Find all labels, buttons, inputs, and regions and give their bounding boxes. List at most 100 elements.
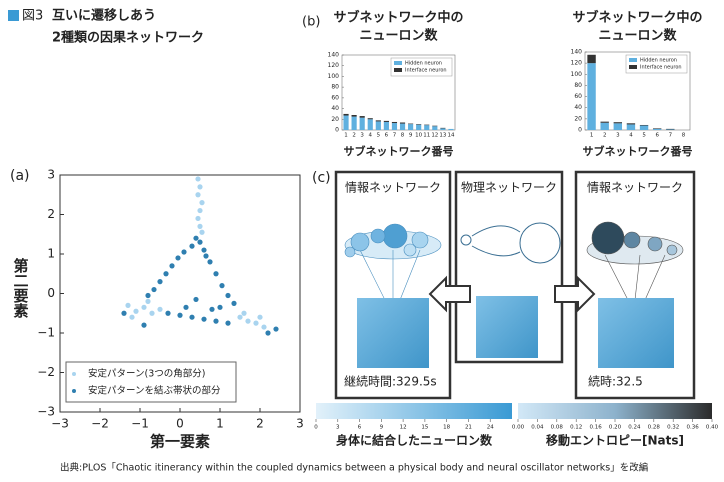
bar [399,122,406,124]
x-axis-label: サブネットワーク番号 [344,144,454,158]
network-right [586,221,684,301]
point [231,300,237,306]
chart-title: ニューロン数 [598,28,677,44]
colorbar-tick-label: 0 [314,425,318,431]
y-tick-label: 120 [571,60,583,67]
bar [408,124,414,130]
legend-label: 安定パターン(3つの角部分) [88,368,205,380]
point [175,255,181,261]
y-tick-label: 140 [328,52,340,59]
figure-marker [8,10,19,21]
source: 出典:PLOS「Chaotic itinerancy within the co… [60,462,648,474]
x-tick-label: 3 [616,133,620,139]
x-tick-label: 4 [629,133,633,139]
point [129,314,135,320]
colorbar-tick-label: 0.40 [706,425,719,431]
point [261,324,267,330]
point [201,247,207,253]
y-tick-label: 1 [47,247,55,261]
panel-label: (a) [10,168,30,184]
point [189,314,195,320]
x-tick-label: 0 [176,417,184,431]
legend-swatch [629,58,637,62]
y-tick-label: 100 [571,71,583,78]
legend-marker [72,372,76,376]
network-left [344,223,442,301]
y-axis-label: 第二要素 [12,257,30,319]
y-tick-label: 40 [574,104,582,111]
y-tick-label: −1 [37,326,55,340]
x-tick-label: −1 [131,417,149,431]
figure-title: 2種類の因果ネットワーク [52,30,204,46]
point [141,322,147,328]
point [273,326,279,332]
bar [639,124,649,126]
bar [367,119,373,130]
x-tick-label: 9 [409,133,413,139]
colorbar-tick-label: 0.36 [686,425,699,431]
x-tick-label: 6 [655,133,659,139]
x-tick-label: 13 [439,133,446,139]
colorbar-tick-label: 0.16 [589,425,602,431]
colorbar-tick-label: 6 [358,425,362,431]
x-tick-label: 14 [447,133,454,139]
point [177,312,183,318]
bar [391,121,398,124]
y-tick-label: 0 [578,127,582,134]
y-tick-label: 3 [47,168,55,182]
point [237,314,243,320]
legend-label: Interface neuron [405,68,447,74]
point [213,271,219,277]
point [217,304,223,310]
y-tick-label: 0 [335,127,339,134]
x-tick-label: 6 [385,133,389,139]
bar [375,121,381,130]
box-title: 情報ネットワーク [345,181,441,195]
legend-box [65,361,237,403]
colorbar-label: 身体に結合したニューロン数 [336,433,493,448]
point [209,306,215,312]
bar [383,120,389,122]
point [197,239,203,245]
point [163,271,169,277]
point [169,263,175,269]
colorbar-tick-label: 18 [443,425,450,431]
bar [416,124,422,125]
y-tick-label: 140 [571,49,583,56]
point [145,298,151,304]
x-axis-label: 第一要素 [150,433,210,451]
bar [666,128,675,130]
bar [440,127,446,129]
colorbar-tick-label: 0.12 [570,425,582,431]
colorbar [518,403,712,419]
point [141,304,147,310]
x-tick-label: 7 [669,133,673,139]
bar [626,123,636,125]
bar [587,54,596,64]
duration: 継続時間:329.5s [344,374,437,389]
arrows [428,275,596,313]
chart-title: ニューロン数 [359,28,438,44]
x-tick-label: 1 [590,133,594,139]
image-right [598,298,674,368]
bar [448,128,454,130]
bar [359,116,365,118]
bar [440,128,446,130]
point [149,310,155,316]
colorbar-tick-label: 24 [487,425,494,431]
x-tick-label: −3 [51,417,69,431]
bar [359,117,365,130]
x-tick-label: 8 [401,133,405,139]
x-tick-label: −2 [91,417,109,431]
point [133,308,139,314]
point [195,192,201,198]
legend-box [390,57,453,77]
y-tick-label: 60 [574,93,582,100]
x-tick-label: 3 [360,133,364,139]
colorbar-tick-label: 0.04 [531,425,544,431]
point [125,302,131,308]
bar [408,123,414,125]
x-tick-label: 5 [377,133,381,139]
legend-label: Interface neuron [640,65,682,71]
